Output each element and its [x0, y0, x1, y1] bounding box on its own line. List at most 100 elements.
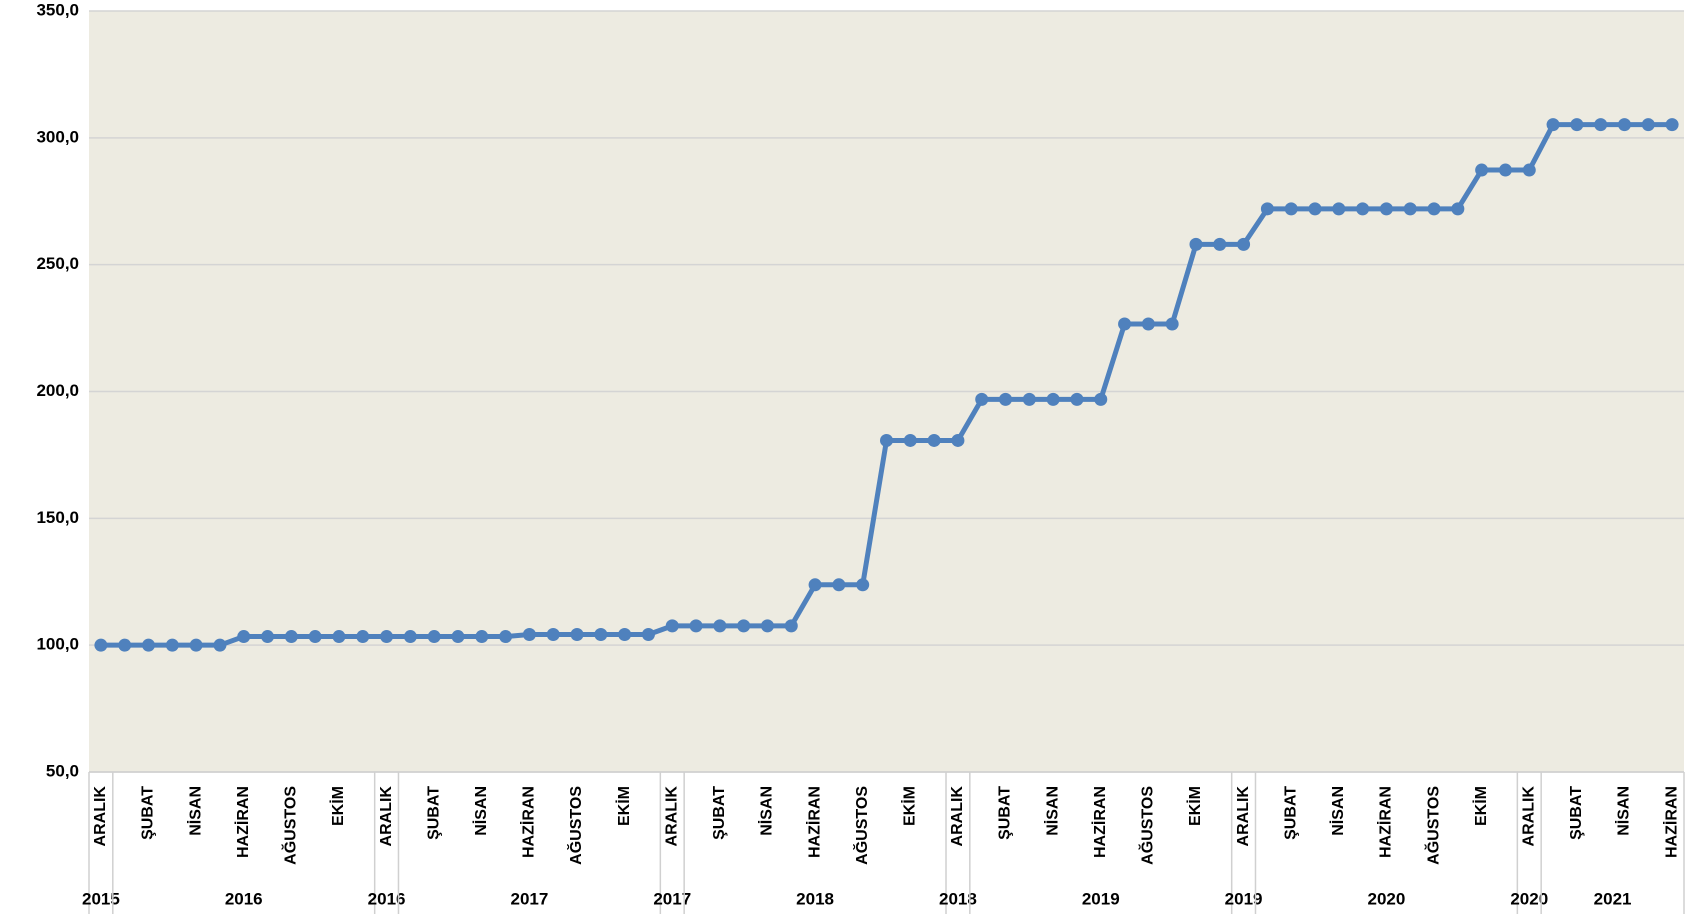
x-tick-label: HAZİRAN	[520, 786, 538, 858]
x-tick-label: HAZİRAN	[1662, 786, 1680, 858]
x-tick-label: AĞUSTOS	[281, 786, 300, 865]
data-point	[951, 433, 965, 447]
data-point	[1570, 118, 1584, 132]
data-point	[1237, 237, 1251, 251]
x-tick-label: NİSAN	[1329, 786, 1347, 836]
data-point	[165, 638, 179, 652]
data-point	[1546, 118, 1560, 132]
x-tick-label: HAZİRAN	[805, 786, 823, 858]
data-point	[1260, 202, 1274, 216]
x-tick-label: ŞUBAT	[711, 786, 728, 840]
data-point	[570, 628, 584, 642]
data-point	[713, 619, 727, 633]
x-tick-label: ARALIK	[1235, 786, 1252, 847]
data-point	[1070, 392, 1084, 406]
year-label: 2017	[510, 889, 548, 908]
data-point	[237, 630, 251, 644]
data-point	[1141, 317, 1155, 331]
data-point	[618, 628, 632, 642]
year-label: 2019	[1225, 889, 1263, 908]
data-point	[1332, 202, 1346, 216]
x-tick-label: ARALIK	[92, 786, 109, 847]
data-point	[284, 630, 298, 644]
data-point	[1046, 392, 1060, 406]
data-point	[1641, 118, 1655, 132]
y-tick-label: 350,0	[36, 0, 79, 19]
data-point	[1617, 118, 1631, 132]
data-point	[737, 619, 751, 633]
x-tick-label: HAZİRAN	[1377, 786, 1395, 858]
year-label: 2016	[225, 889, 263, 908]
data-point	[1213, 237, 1227, 251]
x-tick-label: EKİM	[329, 786, 347, 826]
x-tick-label: NİSAN	[1043, 786, 1061, 836]
x-tick-label: EKİM	[1186, 786, 1204, 826]
data-point	[1308, 202, 1322, 216]
data-point	[308, 630, 322, 644]
data-point	[856, 578, 870, 592]
year-label: 2018	[796, 889, 834, 908]
data-point	[999, 392, 1013, 406]
data-point	[808, 578, 822, 592]
x-tick-label: ŞUBAT	[1568, 786, 1585, 840]
x-tick-label: EKİM	[615, 786, 633, 826]
x-tick-label: AĞUSTOS	[1138, 786, 1157, 865]
x-tick-label: AĞUSTOS	[566, 786, 585, 865]
x-tick-label: NİSAN	[758, 786, 776, 836]
data-point	[546, 628, 560, 642]
data-point	[332, 630, 346, 644]
x-tick-label: ŞUBAT	[140, 786, 157, 840]
x-tick-label: ŞUBAT	[1282, 786, 1299, 840]
data-point	[1403, 202, 1417, 216]
x-tick-label: NİSAN	[1615, 786, 1633, 836]
year-label: 2020	[1368, 889, 1406, 908]
x-tick-label: EKİM	[1472, 786, 1490, 826]
data-point	[475, 630, 489, 644]
data-point	[1356, 202, 1370, 216]
x-tick-label: AĞUSTOS	[1423, 786, 1442, 865]
data-point	[594, 628, 608, 642]
data-point	[427, 630, 441, 644]
data-point	[142, 638, 156, 652]
x-tick-label: EKİM	[901, 786, 919, 826]
y-tick-label: 100,0	[36, 635, 79, 654]
data-point	[1594, 118, 1608, 132]
data-point	[1427, 202, 1441, 216]
data-point	[832, 578, 846, 592]
y-tick-label: 150,0	[36, 508, 79, 527]
data-point	[118, 638, 132, 652]
data-point	[380, 630, 394, 644]
year-label: 2019	[1082, 889, 1120, 908]
data-point	[903, 433, 917, 447]
data-point	[1522, 163, 1536, 177]
data-point	[927, 433, 941, 447]
data-point	[784, 619, 798, 633]
data-point	[189, 638, 203, 652]
data-point	[261, 630, 275, 644]
x-tick-label: ARALIK	[949, 786, 966, 847]
data-point	[1284, 202, 1298, 216]
x-tick-label: HAZİRAN	[234, 786, 252, 858]
y-tick-label: 50,0	[46, 761, 79, 780]
data-point	[1189, 237, 1203, 251]
data-point	[403, 630, 417, 644]
y-tick-label: 250,0	[36, 254, 79, 273]
year-label: 2016	[368, 889, 406, 908]
x-tick-label: ARALIK	[663, 786, 680, 847]
data-point	[880, 433, 893, 447]
data-point	[975, 392, 989, 406]
data-point	[451, 630, 465, 644]
data-point	[641, 628, 655, 642]
data-point	[1165, 317, 1179, 331]
year-label: 2018	[939, 889, 977, 908]
data-point	[1379, 202, 1393, 216]
data-point	[1118, 317, 1132, 331]
data-point	[1094, 392, 1108, 406]
x-tick-label: AĞUSTOS	[852, 786, 871, 865]
data-point	[522, 628, 536, 642]
y-tick-label: 200,0	[36, 381, 79, 400]
year-label: 2020	[1510, 889, 1548, 908]
data-point	[94, 638, 108, 652]
year-label: 2017	[653, 889, 691, 908]
data-point	[1451, 202, 1465, 216]
